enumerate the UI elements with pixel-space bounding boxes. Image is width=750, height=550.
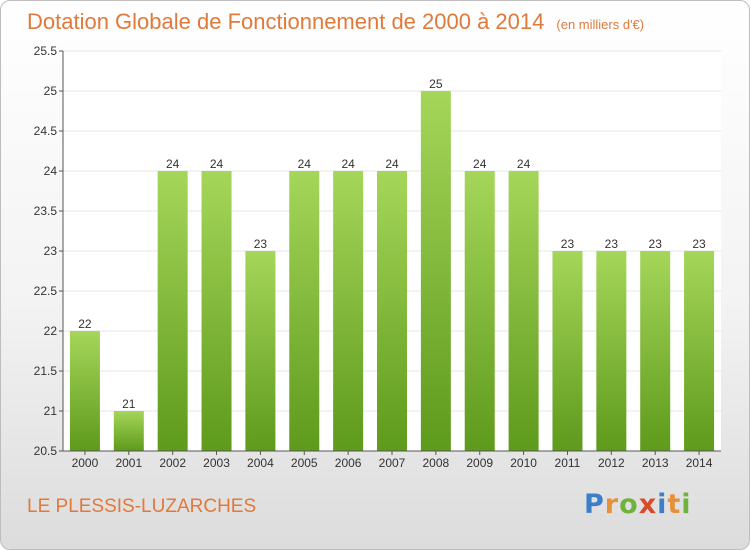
- x-tick-label: 2006: [335, 456, 362, 470]
- y-tick-label: 21: [44, 404, 58, 418]
- x-axis-ticks: 2000 2001 2002 2003 2004 2005 2006 2007 2008 2009…: [72, 451, 713, 470]
- bar-2007: [377, 171, 407, 451]
- chart-title: Dotation Globale de Fonctionnement de 20…: [27, 9, 644, 35]
- bar-2012: [596, 251, 627, 451]
- bar-2006: [333, 171, 364, 451]
- data-label: 23: [649, 237, 663, 251]
- bar-2000: [69, 331, 100, 451]
- title-text: Dotation Globale de Fonctionnement de 20…: [27, 9, 545, 34]
- bar-2013: [640, 251, 671, 451]
- y-tick-label: 23.5: [34, 204, 58, 218]
- y-tick-label: 20.5: [34, 444, 58, 458]
- logo-letter: i: [657, 489, 668, 520]
- x-tick-label: 2002: [159, 456, 186, 470]
- data-label: 22: [78, 317, 92, 331]
- data-label: 23: [692, 237, 706, 251]
- bars: [69, 91, 715, 451]
- x-tick-label: 2013: [642, 456, 669, 470]
- bar-2003: [201, 171, 232, 451]
- x-tick-label: 2007: [379, 456, 406, 470]
- commune-name: LE PLESSIS-LUZARCHES: [27, 496, 257, 517]
- x-tick-label: 2008: [423, 456, 450, 470]
- data-label: 24: [166, 157, 180, 171]
- data-label: 23: [605, 237, 619, 251]
- bar-2005: [289, 171, 320, 451]
- bar-2008: [420, 91, 451, 451]
- bar-2004: [245, 251, 276, 451]
- y-tick-label: 21.5: [34, 364, 58, 378]
- data-label: 24: [473, 157, 487, 171]
- logo-letter: r: [604, 489, 620, 520]
- logo-letter: o: [619, 489, 639, 520]
- logo-letter: P: [584, 489, 605, 520]
- bar-2014: [684, 251, 715, 451]
- data-label: 25: [429, 77, 443, 91]
- x-tick-label: 2012: [598, 456, 625, 470]
- unit-note: (en milliers d'€): [556, 17, 645, 32]
- proxiti-logo: Proxiti: [584, 489, 692, 520]
- x-tick-label: 2011: [555, 456, 581, 470]
- x-tick-label: 2014: [686, 456, 713, 470]
- logo-letter: t: [667, 489, 682, 520]
- data-label: 24: [341, 157, 355, 171]
- y-axis-ticks: 20.5 21 21.5 22 22.5 23 23.5 24 24.5 25 25.5: [34, 44, 63, 458]
- x-tick-label: 2001: [115, 456, 142, 470]
- bar-2001: [113, 411, 144, 451]
- bar-2011: [552, 251, 583, 451]
- data-label: 24: [210, 157, 224, 171]
- y-tick-label: 25.5: [34, 44, 58, 58]
- data-label: 24: [517, 157, 531, 171]
- bar-2009: [464, 171, 495, 451]
- x-tick-label: 2000: [72, 456, 99, 470]
- y-tick-label: 24.5: [34, 124, 58, 138]
- data-label: 24: [385, 157, 399, 171]
- bar-2002: [157, 171, 188, 451]
- logo-letter: i: [681, 489, 692, 520]
- y-tick-label: 22: [44, 324, 58, 338]
- data-label: 21: [122, 397, 136, 411]
- bar-2010: [508, 171, 539, 451]
- x-tick-label: 2009: [466, 456, 493, 470]
- data-label: 24: [298, 157, 312, 171]
- y-tick-label: 23: [44, 244, 58, 258]
- x-tick-label: 2003: [203, 456, 230, 470]
- data-label: 23: [561, 237, 575, 251]
- y-tick-label: 24: [44, 164, 58, 178]
- x-tick-label: 2010: [510, 456, 537, 470]
- data-labels: 22 21 24 24 23 24 24 24 25 24 24 23 23 23 23: [78, 77, 706, 411]
- logo-letter: x: [638, 489, 658, 520]
- x-tick-label: 2004: [247, 456, 274, 470]
- x-tick-label: 2005: [291, 456, 318, 470]
- y-tick-label: 25: [44, 84, 58, 98]
- data-label: 23: [254, 237, 268, 251]
- y-tick-label: 22.5: [34, 284, 58, 298]
